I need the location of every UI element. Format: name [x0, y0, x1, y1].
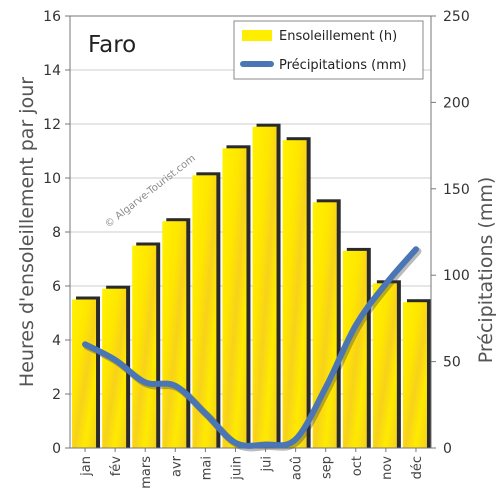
bar-jui	[252, 126, 277, 448]
right-tick-label: 100	[443, 268, 470, 284]
left-tick-label: 14	[43, 63, 61, 79]
left-tick-label: 8	[52, 225, 61, 241]
bar-déc	[402, 302, 427, 448]
legend: Ensoleillement (h) Précipitations (mm)	[233, 20, 424, 80]
left-tick-label: 4	[52, 333, 61, 349]
left-tick-label: 2	[52, 387, 61, 403]
right-tick-label: 0	[443, 441, 452, 457]
bar-juin	[222, 148, 247, 449]
right-tick-label: 50	[443, 355, 461, 371]
legend-label-precipitation: Précipitations (mm)	[279, 58, 407, 73]
left-tick-label: 10	[43, 171, 61, 187]
bar-mars	[132, 245, 157, 448]
x-tick-label: sep	[320, 456, 335, 479]
right-axis: 0 50 100 150 200 250	[431, 9, 470, 457]
y-axis-title: Heures d'ensoleillement par jour	[16, 77, 38, 387]
chart-title: Faro	[88, 32, 136, 58]
right-tick-label: 200	[443, 95, 470, 111]
bar-nov	[372, 283, 397, 448]
x-tick-label: mars	[139, 456, 154, 489]
left-tick-label: 12	[43, 117, 61, 133]
x-tick-label: déc	[410, 456, 425, 479]
right-tick-label: 150	[443, 182, 470, 198]
legend-swatch-sunshine	[242, 30, 272, 41]
x-axis: jan fév mars avr mai juin jui aoû sep oct nov déc	[79, 448, 425, 489]
left-tick-label: 0	[52, 441, 61, 457]
x-tick-label: avr	[169, 455, 184, 477]
x-tick-label: aoû	[290, 456, 305, 480]
x-tick-label: mai	[199, 456, 214, 480]
legend-label-sunshine: Ensoleillement (h)	[279, 29, 397, 44]
x-tick-label: nov	[380, 456, 395, 480]
x-tick-label: oct	[350, 456, 365, 476]
bar-aoû	[282, 140, 307, 448]
bar-avr	[162, 221, 187, 448]
left-axis: 0 2 4 6 8 10 12 14 16	[43, 9, 70, 457]
y2-axis-title: Précipitations (mm)	[475, 177, 497, 364]
precipitation-line	[82, 246, 419, 449]
left-tick-label: 16	[43, 9, 61, 25]
x-tick-label: fév	[109, 456, 124, 477]
bar-jan	[72, 299, 97, 448]
x-tick-label: jan	[79, 456, 94, 477]
x-tick-label: juin	[229, 456, 244, 481]
left-tick-label: 6	[52, 279, 61, 295]
right-tick-label: 250	[443, 9, 470, 25]
x-tick-label: jui	[260, 456, 275, 472]
precipitation-line-group	[82, 246, 422, 452]
